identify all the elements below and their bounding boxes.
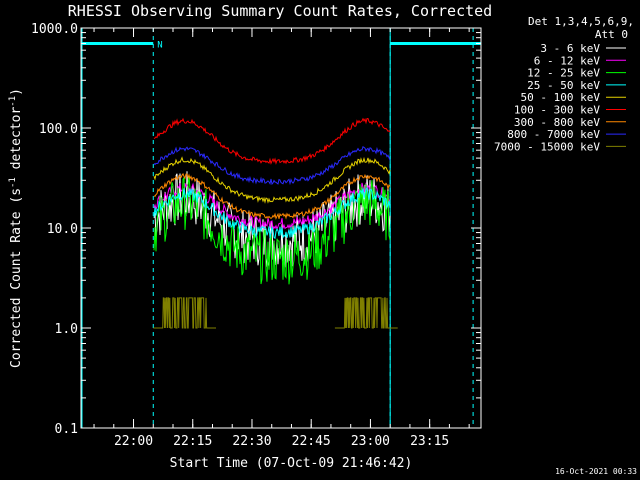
series-line — [153, 117, 391, 165]
series-line — [153, 172, 391, 220]
series-line — [153, 146, 391, 186]
y-tick-label: 100.0 — [39, 122, 78, 137]
legend-label: 3 - 6 keV — [540, 42, 600, 55]
night-flag-label: N — [157, 40, 162, 50]
timestamp: 16-Oct-2021 00:33 — [555, 467, 637, 476]
x-tick-label: 23:00 — [351, 434, 390, 449]
legend-label: 7000 - 15000 keV — [494, 140, 600, 153]
legend-header-2: Att 0 — [595, 28, 628, 41]
x-tick-label: 22:00 — [114, 434, 153, 449]
x-axis: 22:00 22:15 22:30 22:45 23:00 23:15 — [93, 28, 470, 449]
legend-label: 300 - 800 keV — [514, 116, 600, 129]
y-tick-label: 1.0 — [55, 322, 78, 337]
x-tick-label: 22:45 — [292, 434, 331, 449]
series-line — [153, 182, 391, 231]
legend-label: 50 - 100 keV — [521, 91, 601, 104]
y-tick-label: 10.0 — [47, 222, 78, 237]
y-tick-label: 0.1 — [55, 422, 78, 437]
y-tick-label: 1000.0 — [31, 22, 78, 37]
plot-area: N — [81, 28, 481, 428]
series-line — [153, 297, 216, 329]
x-tick-label: 23:15 — [410, 434, 449, 449]
x-tick-label: 22:30 — [232, 434, 271, 449]
y-axis: 0.1 1.0 10.0 100.0 1000.0 — [31, 22, 481, 437]
legend-label: 800 - 7000 keV — [507, 128, 600, 141]
legend-label: 25 - 50 keV — [527, 79, 600, 92]
legend-label: 100 - 300 keV — [514, 104, 600, 117]
legend-label: 6 - 12 keV — [534, 54, 601, 67]
series-line — [334, 297, 398, 329]
series-line — [153, 156, 391, 204]
x-axis-label: Start Time (07-Oct-09 21:46:42) — [170, 456, 413, 471]
legend-label: 12 - 25 keV — [527, 67, 600, 80]
chart-title: RHESSI Observing Summary Count Rates, Co… — [68, 2, 492, 20]
series-line — [153, 186, 391, 240]
legend-header-1: Det 1,3,4,5,6,9, — [528, 15, 634, 28]
y-axis-label: Corrected Count Rate (s-1 detector-1) — [8, 88, 24, 368]
x-tick-label: 22:15 — [173, 434, 212, 449]
